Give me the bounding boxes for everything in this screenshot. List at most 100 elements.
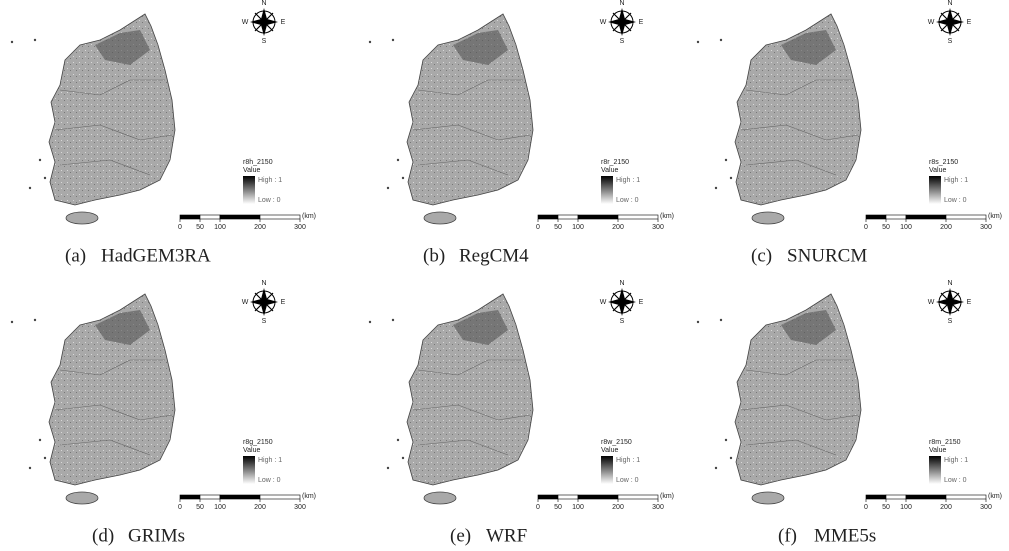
scale-segment	[945, 214, 987, 220]
compass-n: N	[947, 280, 952, 287]
legend-title: r8r_2150	[601, 159, 629, 166]
islet	[719, 38, 723, 42]
compass-s: S	[262, 318, 267, 325]
scale-label: 200	[612, 504, 624, 511]
scale-label: 0	[178, 224, 182, 231]
islet	[10, 40, 14, 44]
scale-unit: (km)	[988, 493, 1002, 500]
scale-unit: (km)	[302, 213, 316, 220]
highland	[453, 30, 508, 65]
scale-segment	[865, 494, 887, 500]
islet	[386, 466, 390, 470]
legend-value: Value	[243, 167, 260, 174]
compass-diag	[940, 292, 960, 312]
caption-letter: (a)	[65, 245, 86, 266]
legend-value: Value	[601, 167, 618, 174]
caption-model: GRIMs	[128, 525, 185, 546]
peninsula	[734, 293, 862, 486]
scale-label: 300	[652, 224, 664, 231]
province-lines	[412, 359, 531, 456]
compass-diag	[940, 12, 960, 32]
highland	[95, 310, 150, 345]
caption-letter: (f)	[778, 525, 797, 546]
legend-high: High : 1	[944, 177, 968, 184]
scale-label: 300	[980, 504, 992, 511]
scale-segment	[199, 494, 221, 500]
legend-low: Low : 0	[258, 477, 281, 484]
compass-s: S	[948, 318, 953, 325]
legend-value: Value	[929, 167, 946, 174]
caption-model: SNURCM	[787, 245, 867, 266]
islet	[719, 318, 723, 322]
scale-label: 300	[980, 224, 992, 231]
scale-segment	[557, 214, 579, 220]
legend-title: r8s_2150	[929, 159, 958, 166]
legend-title: r8h_2150	[243, 159, 273, 166]
scale-label: 100	[214, 504, 226, 511]
scale-label: 200	[940, 224, 952, 231]
province-lines	[740, 79, 859, 176]
compass-n: N	[619, 0, 624, 7]
scale-label: 50	[554, 504, 562, 511]
legend-high: High : 1	[616, 457, 640, 464]
caption-model: WRF	[486, 525, 527, 546]
islet	[729, 176, 733, 180]
islet	[368, 40, 372, 44]
scale-segment	[219, 494, 261, 500]
compass-diag	[254, 292, 274, 312]
islet	[391, 38, 395, 42]
scale-unit: (km)	[988, 213, 1002, 220]
compass-s: S	[620, 318, 625, 325]
caption-letter: (c)	[751, 245, 772, 266]
legend-value: Value	[929, 447, 946, 454]
islet	[386, 186, 390, 190]
scale-label: 100	[572, 224, 584, 231]
islet	[724, 158, 728, 162]
compass-e: E	[639, 299, 644, 306]
province-lines	[740, 359, 859, 456]
legend-low: Low : 0	[944, 197, 967, 204]
scale-segment	[259, 214, 301, 220]
legend-high: High : 1	[258, 457, 282, 464]
scale-label: 200	[254, 224, 266, 231]
jeju-island	[423, 211, 457, 225]
scale-segment	[885, 494, 907, 500]
scale-label: 200	[940, 504, 952, 511]
peninsula	[48, 293, 176, 486]
legend-low: Low : 0	[258, 197, 281, 204]
scale-segment	[557, 494, 579, 500]
jeju-island	[751, 211, 785, 225]
compass-w: W	[600, 19, 607, 26]
jeju-island	[423, 491, 457, 505]
scale-label: 100	[572, 504, 584, 511]
legend-low: Low : 0	[944, 477, 967, 484]
scale-segment	[905, 214, 947, 220]
scale-label: 50	[554, 224, 562, 231]
legend-ramp	[601, 176, 613, 204]
islet	[10, 320, 14, 324]
legend-ramp	[243, 456, 255, 484]
scale-segment	[577, 494, 619, 500]
islet	[43, 456, 47, 460]
islet	[28, 186, 32, 190]
islet	[28, 466, 32, 470]
scale-segment	[577, 214, 619, 220]
scale-segment	[537, 214, 559, 220]
scale-segment	[179, 494, 201, 500]
scale-segment	[537, 494, 559, 500]
peninsula	[406, 13, 534, 206]
peninsula	[48, 13, 176, 206]
scale-segment	[617, 494, 659, 500]
scale-segment	[865, 214, 887, 220]
compass-diag	[612, 12, 632, 32]
compass-e: E	[967, 19, 972, 26]
legend-title: r8m_2150	[929, 439, 961, 446]
scale-label: 300	[294, 224, 306, 231]
islet	[401, 176, 405, 180]
jeju-island	[751, 491, 785, 505]
peninsula	[406, 293, 534, 486]
legend-high: High : 1	[616, 177, 640, 184]
compass-diag	[612, 292, 632, 312]
scale-segment	[179, 214, 201, 220]
